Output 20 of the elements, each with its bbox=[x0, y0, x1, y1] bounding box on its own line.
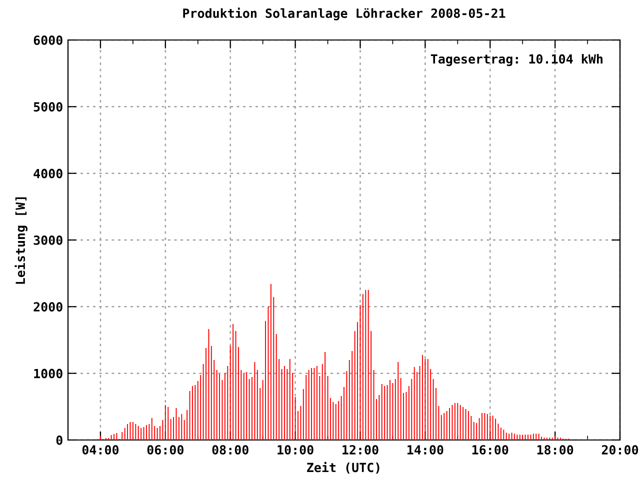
x-tick-label: 16:00 bbox=[472, 445, 508, 455]
x-tick-label: 14:00 bbox=[408, 445, 444, 455]
annotation: Tagesertrag: 10.104 kWh bbox=[430, 54, 602, 66]
y-tick-label: 1000 bbox=[34, 368, 62, 378]
y-tick-label: 3000 bbox=[34, 235, 62, 245]
y-tick-label: 2000 bbox=[34, 302, 62, 312]
x-tick-label: 20:00 bbox=[602, 445, 638, 455]
x-tick-label: 08:00 bbox=[212, 445, 248, 455]
y-tick-label: 6000 bbox=[34, 35, 62, 45]
x-tick-label: 10:00 bbox=[278, 445, 314, 455]
x-tick-label: 04:00 bbox=[82, 445, 119, 455]
x-tick-label: 18:00 bbox=[537, 445, 574, 455]
y-axis-title: Leistung [W] bbox=[14, 197, 28, 284]
y-tick-label: 5000 bbox=[34, 102, 62, 112]
y-tick-label: 0 bbox=[56, 435, 62, 445]
chart-title: Produktion Solaranlage Löhracker 2008-05-21 bbox=[183, 8, 506, 20]
x-tick-label: 12:00 bbox=[342, 445, 378, 455]
x-axis-title: Zeit (UTC) bbox=[307, 462, 380, 474]
y-tick-label: 4000 bbox=[34, 168, 62, 178]
x-tick-label: 06:00 bbox=[147, 445, 184, 455]
